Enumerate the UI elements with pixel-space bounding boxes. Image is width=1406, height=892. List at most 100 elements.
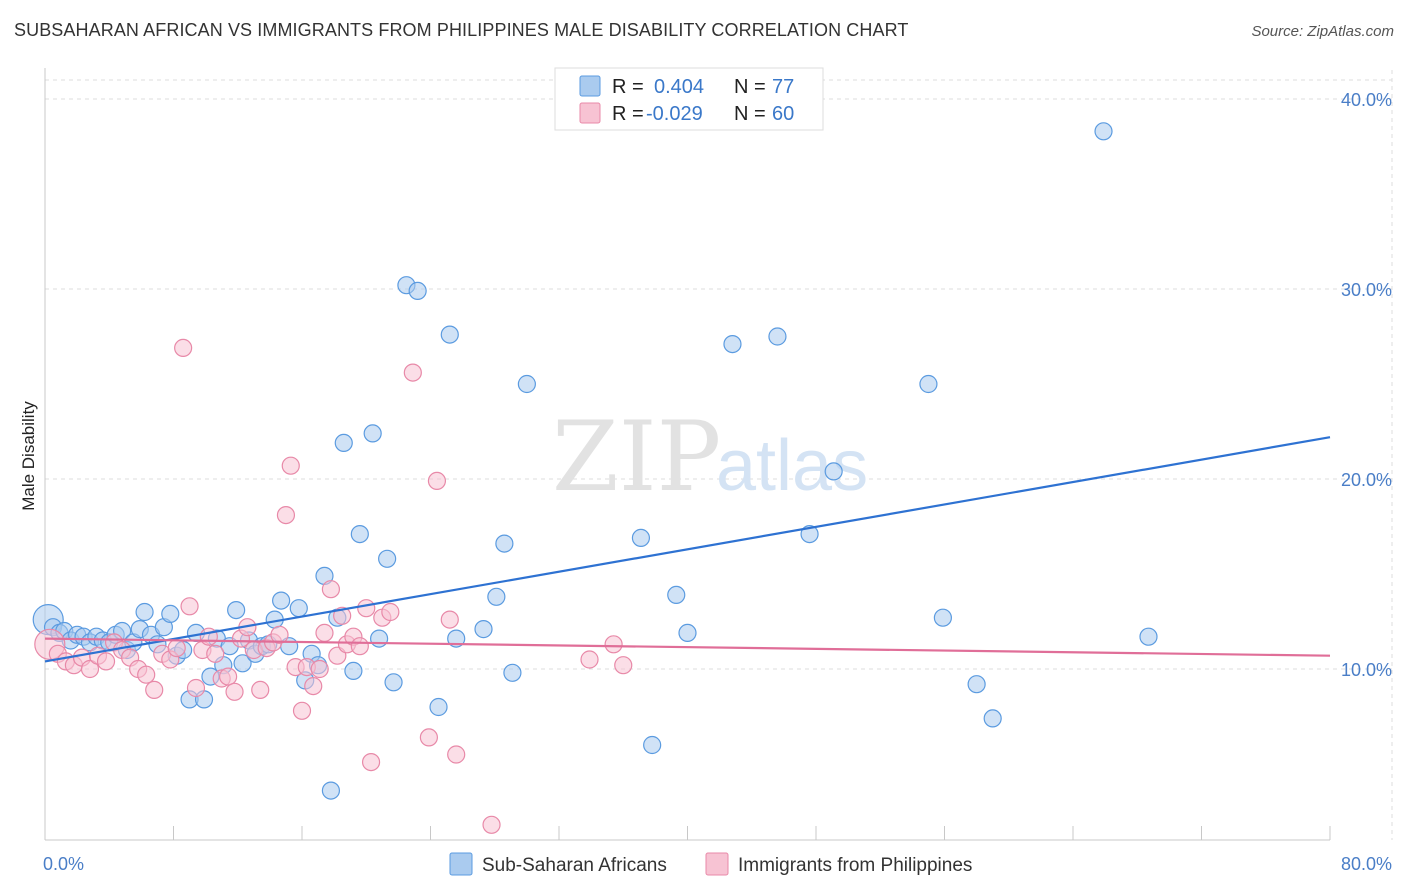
point-sub-saharan — [350, 524, 369, 544]
point-sub-saharan — [967, 675, 986, 694]
point-sub-saharan — [474, 619, 493, 639]
y-tick-label: 20.0% — [1341, 470, 1392, 490]
legend-n-label-2: N = — [734, 103, 766, 125]
point-philippines — [614, 656, 633, 675]
chart-title: SUBSAHARAN AFRICAN VS IMMIGRANTS FROM PH… — [14, 20, 909, 40]
point-philippines — [403, 363, 422, 382]
point-philippines — [206, 644, 225, 663]
point-philippines — [276, 505, 296, 525]
point-philippines — [580, 650, 599, 669]
watermark-zip: ZIP — [552, 401, 721, 513]
tick-labels: 10.0% 20.0% 30.0% 40.0% 0.0% 80.0% — [43, 90, 1392, 874]
legend-swatch-pink — [579, 102, 601, 124]
series-legend-label-blue: Sub-Saharan Africans — [482, 855, 667, 876]
point-sub-saharan — [723, 335, 742, 354]
point-philippines — [137, 665, 156, 684]
series-legend-label-pink: Immigrants from Philippines — [738, 855, 972, 876]
point-philippines — [219, 667, 238, 686]
y-axis-label: Male Disability — [19, 401, 38, 511]
point-sub-saharan — [919, 374, 938, 394]
point-philippines — [251, 680, 270, 700]
point-sub-saharan — [334, 433, 353, 452]
stats-legend: R = 0.404 N = 77 R = -0.029 N = 60 — [554, 67, 824, 131]
point-philippines — [174, 338, 193, 357]
point-sub-saharan — [983, 709, 1002, 728]
point-philippines — [145, 680, 164, 700]
point-philippines — [186, 678, 206, 698]
legend-n-label-1: N = — [734, 76, 766, 98]
legend-n-value-2: 60 — [772, 103, 794, 125]
point-philippines — [292, 701, 312, 720]
point-philippines — [381, 602, 400, 622]
series-legend: Sub-Saharan Africans Immigrants from Phi… — [449, 852, 972, 876]
legend-r-label-2: R = — [612, 103, 644, 125]
point-sub-saharan — [378, 549, 397, 568]
point-sub-saharan — [678, 623, 697, 643]
series-legend-swatch-pink — [705, 852, 729, 876]
legend-r-label-1: R = — [612, 76, 644, 98]
point-philippines — [225, 682, 244, 701]
point-philippines — [333, 606, 352, 625]
legend-swatch-blue — [579, 75, 601, 97]
point-sub-saharan — [161, 604, 180, 624]
point-sub-saharan — [363, 424, 382, 443]
point-philippines — [419, 728, 438, 747]
y-tick-label: 30.0% — [1341, 280, 1392, 300]
point-philippines — [270, 625, 289, 644]
series-philippines-points — [34, 338, 633, 834]
point-sub-saharan — [344, 661, 363, 681]
y-tick-label: 40.0% — [1341, 90, 1392, 110]
axes — [44, 68, 1331, 841]
point-philippines — [447, 745, 466, 764]
point-sub-saharan — [440, 325, 459, 344]
point-sub-saharan — [408, 281, 427, 300]
point-sub-saharan — [1094, 122, 1113, 141]
point-philippines — [80, 659, 100, 679]
point-philippines — [361, 752, 381, 772]
y-tick-label: 10.0% — [1341, 660, 1392, 680]
point-sub-saharan — [517, 374, 536, 394]
point-sub-saharan — [487, 587, 506, 606]
point-philippines — [167, 638, 186, 658]
point-sub-saharan — [503, 663, 522, 682]
x-tick-label-end: 80.0% — [1341, 854, 1392, 874]
point-sub-saharan — [495, 534, 514, 553]
point-sub-saharan — [289, 599, 308, 618]
point-philippines — [315, 623, 334, 643]
trend-line-philippines — [44, 637, 1331, 657]
point-philippines — [482, 815, 501, 834]
point-sub-saharan — [384, 673, 403, 692]
legend-n-value-1: 77 — [772, 76, 794, 98]
point-philippines — [440, 610, 459, 629]
watermark-atlas: atlas — [716, 426, 868, 506]
source-label: Source: ZipAtlas.com — [1251, 23, 1394, 40]
point-sub-saharan — [321, 781, 341, 800]
point-philippines — [180, 597, 199, 616]
point-sub-saharan — [667, 585, 686, 605]
series-legend-swatch-blue — [449, 852, 473, 876]
point-sub-saharan — [768, 327, 787, 346]
point-philippines — [310, 659, 329, 679]
point-sub-saharan — [643, 735, 662, 755]
point-philippines — [281, 456, 300, 475]
point-sub-saharan — [933, 608, 952, 627]
point-philippines — [96, 652, 116, 671]
point-philippines — [357, 599, 376, 618]
point-sub-saharan — [429, 697, 448, 717]
legend-r-value-1: 0.404 — [654, 76, 704, 98]
point-philippines — [321, 580, 341, 599]
grid-lines — [45, 70, 1393, 840]
point-sub-saharan — [233, 654, 252, 673]
point-sub-saharan — [370, 629, 389, 648]
point-sub-saharan — [1139, 627, 1158, 646]
trend-line-sub-saharan — [44, 436, 1331, 663]
legend-r-value-2: -0.029 — [646, 103, 703, 125]
trend-lines — [44, 436, 1331, 663]
point-sub-saharan — [631, 528, 651, 548]
point-philippines — [304, 676, 323, 696]
point-sub-saharan — [227, 600, 246, 620]
point-philippines — [604, 635, 623, 654]
point-sub-saharan — [135, 602, 154, 622]
point-sub-saharan — [272, 591, 291, 610]
point-philippines — [350, 637, 369, 656]
